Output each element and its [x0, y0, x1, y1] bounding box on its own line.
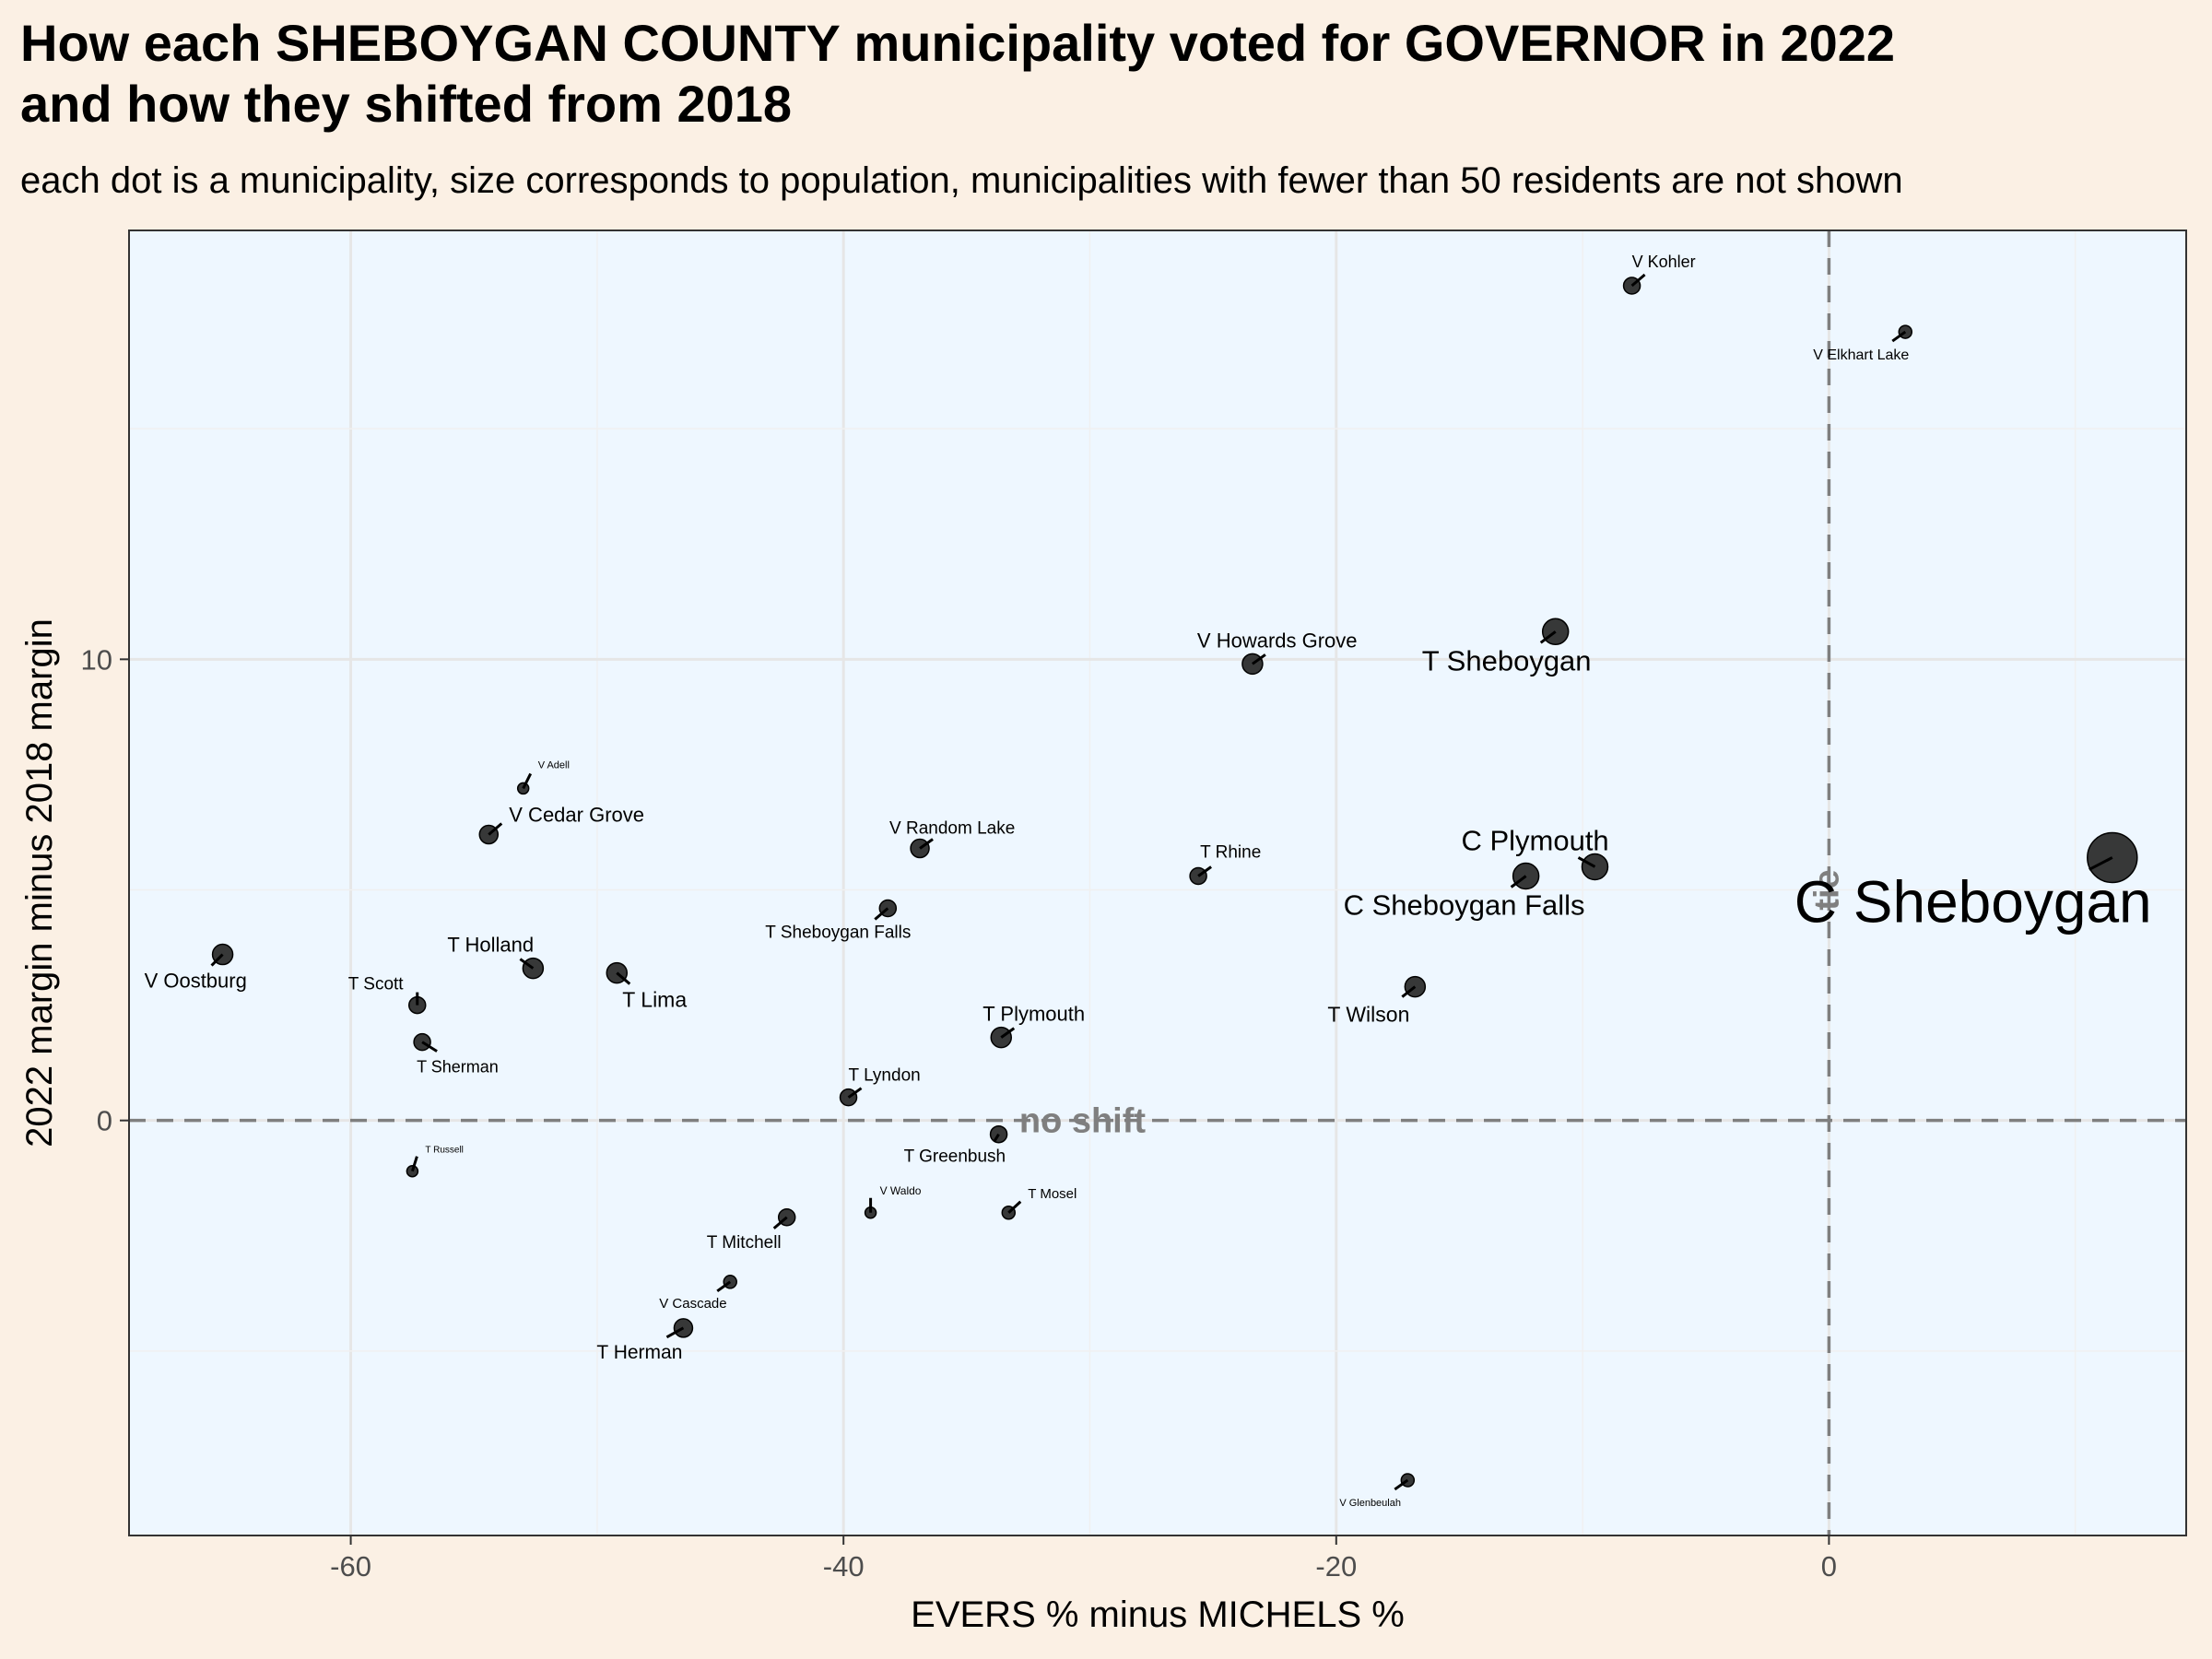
leader-line	[519, 958, 535, 970]
no-shift-label: no shift	[1019, 1102, 1147, 1141]
point-label: V Cedar Grove	[509, 803, 644, 826]
leader-line	[421, 1041, 438, 1053]
point-label: C Sheboygan Falls	[1344, 888, 1585, 921]
leader-line	[874, 907, 889, 921]
axis-ticks: -60 -40 -20 0 0 10	[81, 643, 1838, 1583]
leader-line	[522, 772, 533, 790]
point-label: C Plymouth	[1461, 824, 1608, 856]
leader-line	[1577, 856, 1596, 868]
leader-line	[1891, 330, 1907, 343]
tie-label: tie	[1807, 869, 1846, 910]
point-label: T Mitchell	[707, 1233, 782, 1253]
point-label: C Sheboygan	[1794, 868, 2152, 935]
leader-line	[993, 1133, 1000, 1143]
leader-line	[410, 1156, 418, 1172]
leader-line	[210, 953, 224, 967]
point-label: V Cascade	[659, 1296, 726, 1312]
point-label: T Russell	[425, 1146, 464, 1156]
leader-line	[772, 1216, 788, 1230]
point-label: T Rhine	[1200, 842, 1261, 862]
point-label: V Kohler	[1632, 253, 1696, 271]
point-label: T Sheboygan	[1422, 644, 1592, 677]
leader-line	[847, 1087, 863, 1099]
x-axis-title: EVERS % minus MICHELS %	[911, 1594, 1405, 1635]
plot-border	[128, 229, 2187, 1536]
leader-line	[1252, 653, 1266, 665]
leader-line	[1394, 1478, 1409, 1491]
point-label: T Herman	[596, 1342, 682, 1363]
x-tick-label: -40	[823, 1550, 865, 1583]
x-tick-label: 0	[1821, 1550, 1837, 1583]
leader-line	[665, 1326, 685, 1339]
leader-line	[1401, 985, 1417, 998]
y-tick-label: 0	[97, 1105, 112, 1137]
x-tick-label: -60	[330, 1550, 371, 1583]
leader-line	[1510, 875, 1527, 888]
point-label: T Sheboygan Falls	[765, 924, 911, 943]
leader-line	[2088, 856, 2113, 871]
chart-subtitle: each dot is a municipality, size corresp…	[20, 160, 1903, 201]
point-label: V Random Lake	[889, 818, 1015, 838]
point-label: T Sherman	[417, 1058, 499, 1077]
point-label: T Holland	[447, 934, 534, 957]
point-label: T Wilson	[1327, 1003, 1409, 1027]
chart-title: How each SHEBOYGAN COUNTY municipality v…	[20, 14, 1896, 133]
point-label: V Oostburg	[145, 970, 247, 993]
reference-lines: no shift tie	[129, 230, 2186, 1535]
leader-line	[488, 822, 503, 836]
point-label: T Scott	[348, 975, 405, 994]
y-tick-label: 10	[81, 643, 112, 676]
point-label: T Lima	[622, 988, 687, 1012]
leader-line	[716, 1280, 732, 1293]
point-label: V Elkhart Lake	[1813, 347, 1909, 363]
point-label: V Waldo	[880, 1184, 922, 1197]
leader-line	[1539, 630, 1557, 644]
leader-line	[1197, 865, 1212, 877]
point-label: V Glenbeulah	[1339, 1498, 1401, 1509]
point-label: T Lyndon	[849, 1066, 921, 1086]
leader-line	[616, 971, 631, 985]
leader-line	[1007, 1200, 1022, 1214]
x-tick-label: -20	[1315, 1550, 1357, 1583]
point-labels: V Kohler V Elkhart Lake V Howards Grove T S…	[145, 253, 2152, 1509]
point-label: T Mosel	[1028, 1186, 1077, 1202]
point-label: T Greenbush	[904, 1147, 1006, 1167]
leader-line	[1000, 1027, 1016, 1039]
point-label: T Plymouth	[982, 1003, 1085, 1026]
leader-line	[919, 838, 934, 850]
point-label: V Howards Grove	[1197, 629, 1358, 652]
leader-line	[1630, 273, 1646, 288]
point-label: V Adell	[538, 759, 570, 771]
y-axis-title: 2022 margin minus 2018 margin	[19, 618, 60, 1147]
plot-panel	[129, 230, 2186, 1535]
